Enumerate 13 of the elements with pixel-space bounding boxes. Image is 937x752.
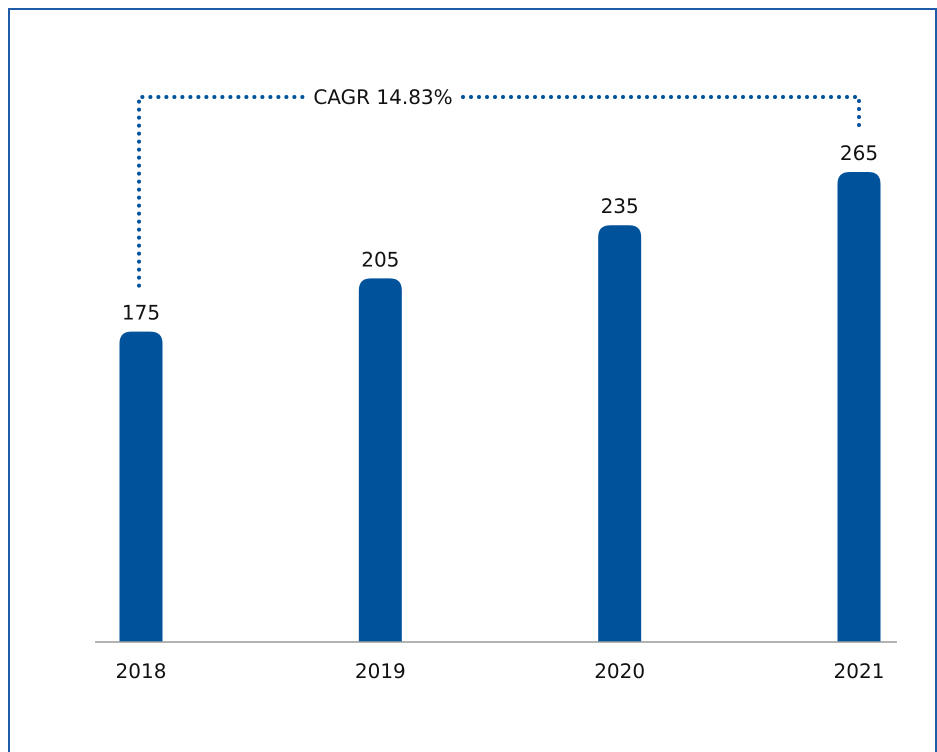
data-label: 235 bbox=[600, 194, 639, 218]
text: CAGR 14.83% bbox=[313, 85, 453, 109]
x-tick-label: 2019 bbox=[354, 659, 406, 683]
bar bbox=[120, 332, 162, 642]
data-label: 175 bbox=[122, 300, 160, 325]
data-label: 205 bbox=[361, 247, 400, 272]
bar bbox=[358, 278, 402, 642]
x-tick-label: 2020 bbox=[594, 659, 646, 683]
bar bbox=[598, 225, 642, 642]
data-label: 265 bbox=[840, 141, 878, 165]
bar bbox=[838, 172, 880, 642]
x-tick-label: 2018 bbox=[116, 659, 166, 683]
x-tick-label: 2021 bbox=[834, 659, 884, 683]
